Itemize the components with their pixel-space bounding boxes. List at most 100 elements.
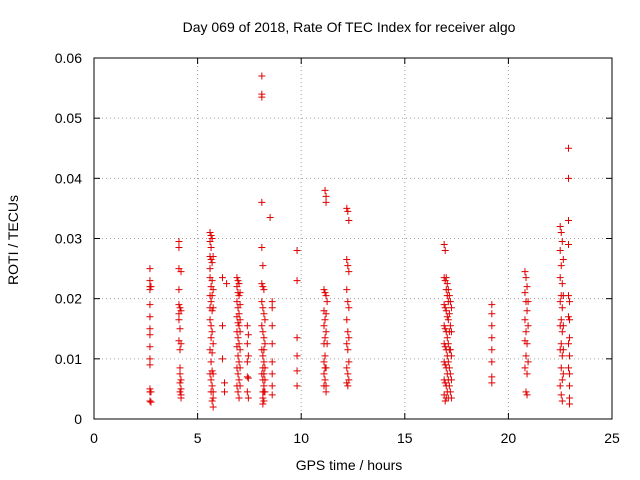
data-point <box>175 238 183 246</box>
data-point <box>293 247 301 255</box>
y-tick-label: 0.03 <box>55 231 82 247</box>
data-point <box>218 274 226 282</box>
data-point <box>440 301 448 309</box>
data-point <box>268 298 276 306</box>
data-point <box>209 394 217 402</box>
data-point <box>259 352 267 360</box>
data-point <box>261 364 269 372</box>
data-point <box>445 364 453 372</box>
data-point <box>557 340 565 348</box>
data-point <box>344 382 352 390</box>
data-point <box>521 316 529 324</box>
data-point <box>440 241 448 249</box>
data-point <box>268 391 276 399</box>
data-point <box>488 322 496 330</box>
data-point <box>235 340 243 348</box>
data-point <box>261 388 269 396</box>
data-point <box>442 274 450 282</box>
data-point <box>322 198 330 206</box>
data-point <box>322 388 330 396</box>
data-point <box>488 379 496 387</box>
data-point <box>207 334 215 342</box>
data-point <box>146 325 154 333</box>
data-point <box>208 328 216 336</box>
data-point <box>320 370 328 378</box>
data-point <box>447 328 455 336</box>
data-point <box>207 376 215 384</box>
data-point <box>146 286 154 294</box>
data-point <box>208 349 216 357</box>
data-point <box>322 292 330 300</box>
data-point <box>566 352 574 360</box>
data-point <box>176 325 184 333</box>
data-point <box>146 397 154 405</box>
data-point <box>557 262 565 270</box>
data-point <box>175 316 183 324</box>
data-point <box>444 340 452 348</box>
data-point <box>522 328 530 336</box>
data-point <box>175 244 183 252</box>
data-point <box>322 192 330 200</box>
data-point <box>176 379 184 387</box>
data-point <box>322 328 330 336</box>
data-point <box>522 274 530 282</box>
data-point <box>176 304 184 312</box>
data-point <box>440 322 448 330</box>
data-point <box>260 370 268 378</box>
data-point <box>218 355 226 363</box>
data-point <box>566 400 574 408</box>
data-point <box>234 334 242 342</box>
x-tick-label: 20 <box>501 430 517 446</box>
data-point <box>146 265 154 273</box>
data-point <box>321 376 329 384</box>
data-point <box>293 367 301 375</box>
data-point <box>207 231 215 239</box>
data-point <box>321 289 329 297</box>
data-point <box>221 379 229 387</box>
data-point <box>234 277 242 285</box>
data-point <box>235 280 243 288</box>
data-point <box>558 238 566 246</box>
data-point <box>146 301 154 309</box>
data-point <box>236 328 244 336</box>
data-point <box>236 364 244 372</box>
data-point <box>268 340 276 348</box>
data-point <box>258 72 266 80</box>
data-point <box>558 328 566 336</box>
data-point <box>235 394 243 402</box>
data-point <box>258 322 266 330</box>
data-point <box>320 286 328 294</box>
y-tick-label: 0 <box>74 411 82 427</box>
data-point <box>207 298 215 306</box>
data-point <box>524 358 532 366</box>
data-point <box>556 298 564 306</box>
data-point <box>558 304 566 312</box>
data-point <box>564 313 572 321</box>
data-point <box>441 379 449 387</box>
x-axis-label: GPS time / hours <box>296 457 403 473</box>
data-point <box>243 388 251 396</box>
data-point <box>521 364 529 372</box>
data-point <box>441 325 449 333</box>
data-point <box>321 334 329 342</box>
data-point <box>147 283 155 291</box>
x-tick-label: 10 <box>293 430 309 446</box>
data-point <box>236 316 244 324</box>
data-point <box>564 174 572 182</box>
data-point <box>447 376 455 384</box>
data-point <box>243 358 251 366</box>
data-point <box>208 382 216 390</box>
data-point <box>441 304 449 312</box>
data-point <box>345 376 353 384</box>
data-point <box>260 382 268 390</box>
data-point <box>258 93 266 101</box>
data-point <box>558 280 566 288</box>
data-point <box>206 265 214 273</box>
data-point <box>322 382 330 390</box>
y-axis-label: ROTI / TECUs <box>5 195 21 285</box>
data-point <box>209 304 217 312</box>
data-point <box>447 304 455 312</box>
chart-title: Day 069 of 2018, Rate Of TEC Index for r… <box>183 19 516 35</box>
data-point <box>523 340 531 348</box>
